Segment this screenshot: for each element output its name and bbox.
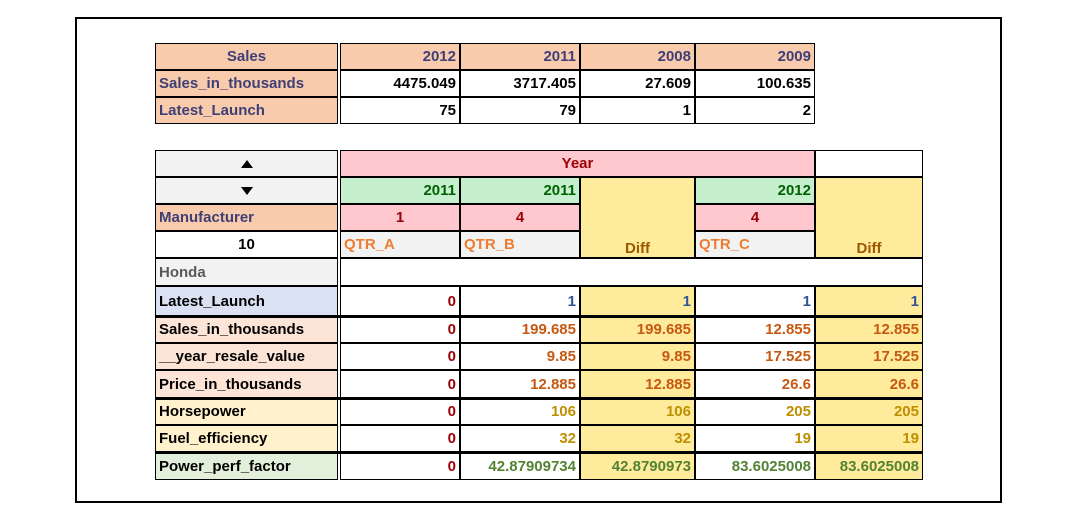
value-cell: 9.85 (460, 343, 580, 370)
row-label: Latest_Launch (155, 286, 338, 316)
value-cell: 3717.405 (460, 70, 580, 97)
sort-desc-button[interactable] (155, 177, 338, 204)
quarter-header: QTR_C (695, 231, 815, 258)
value-cell: 42.87909734 (460, 452, 580, 480)
header-year: 2011 (460, 43, 580, 70)
value-cell: 1 (695, 286, 815, 316)
group-row (340, 258, 923, 286)
group-separator (155, 315, 923, 318)
up-arrow (240, 159, 253, 168)
value-cell: 83.6025008 (815, 452, 923, 480)
value-cell: 79 (460, 97, 580, 124)
value-cell: 0 (340, 343, 460, 370)
value-cell: 205 (815, 398, 923, 425)
quarter-header: QTR_A (340, 231, 460, 258)
quarter-header: QTR_B (460, 231, 580, 258)
row-label: __year_resale_value (155, 343, 338, 370)
value-cell: 106 (580, 398, 695, 425)
value-cell: 19 (695, 425, 815, 452)
blank-cell (815, 150, 923, 177)
header-label: Sales (155, 43, 338, 70)
value-cell: 12.855 (695, 316, 815, 343)
value-cell: 199.685 (460, 316, 580, 343)
value-cell: 106 (460, 398, 580, 425)
diff-header: Diff (815, 177, 923, 258)
value-cell: 4475.049 (340, 70, 460, 97)
value-cell: 83.6025008 (695, 452, 815, 480)
down-arrow (240, 186, 253, 195)
row-count: 10 (155, 231, 338, 258)
value-cell: 9.85 (580, 343, 695, 370)
row-field: Manufacturer (155, 204, 338, 231)
year-header: 2012 (695, 177, 815, 204)
value-cell: 42.8790973 (580, 452, 695, 480)
value-cell: 17.525 (815, 343, 923, 370)
value-cell: 12.885 (580, 370, 695, 398)
value-cell: 0 (340, 370, 460, 398)
value-cell: 0 (340, 398, 460, 425)
year-header: 2011 (460, 177, 580, 204)
value-cell: 1 (815, 286, 923, 316)
sort-asc-button[interactable] (155, 150, 338, 177)
value-cell: 75 (340, 97, 460, 124)
value-cell: 32 (580, 425, 695, 452)
frame (75, 17, 1002, 503)
value-cell: 0 (340, 452, 460, 480)
header-year: 2008 (580, 43, 695, 70)
value-cell: 27.609 (580, 70, 695, 97)
count-cell: 4 (460, 204, 580, 231)
value-cell: 1 (460, 286, 580, 316)
diff-header: Diff (580, 177, 695, 258)
value-cell: 1 (580, 97, 695, 124)
value-cell: 26.6 (815, 370, 923, 398)
count-cell: 1 (340, 204, 460, 231)
value-cell: 32 (460, 425, 580, 452)
value-cell: 12.885 (460, 370, 580, 398)
value-cell: 199.685 (580, 316, 695, 343)
value-cell: 1 (580, 286, 695, 316)
value-cell: 0 (340, 316, 460, 343)
value-cell: 205 (695, 398, 815, 425)
value-cell: 17.525 (695, 343, 815, 370)
year-header: 2011 (340, 177, 460, 204)
row-label: Sales_in_thousands (155, 316, 338, 343)
value-cell: 12.855 (815, 316, 923, 343)
value-cell: 0 (340, 425, 460, 452)
row-label: Fuel_efficiency (155, 425, 338, 452)
group-separator (155, 451, 923, 454)
row-label: Latest_Launch (155, 97, 338, 124)
header-year: 2009 (695, 43, 815, 70)
row-label: Power_perf_factor (155, 452, 338, 480)
header-year: 2012 (340, 43, 460, 70)
group-separator (155, 397, 923, 400)
row-label: Price_in_thousands (155, 370, 338, 398)
value-cell: 2 (695, 97, 815, 124)
value-cell: 100.635 (695, 70, 815, 97)
value-cell: 19 (815, 425, 923, 452)
column-field: Year (340, 150, 815, 177)
value-cell: 26.6 (695, 370, 815, 398)
row-label: Sales_in_thousands (155, 70, 338, 97)
group-label: Honda (155, 258, 338, 286)
row-label: Horsepower (155, 398, 338, 425)
count-cell: 4 (695, 204, 815, 231)
value-cell: 0 (340, 286, 460, 316)
